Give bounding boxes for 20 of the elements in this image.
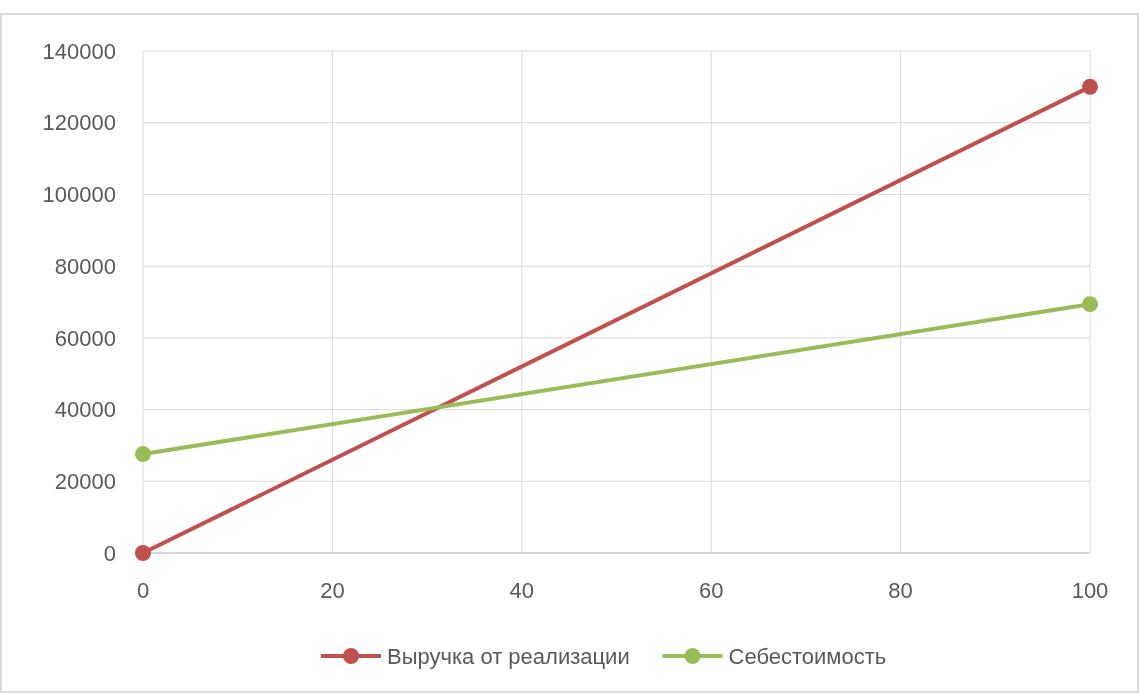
x-tick-label: 0 [136, 578, 150, 603]
point [135, 545, 151, 561]
x-tick-label: 40 [509, 578, 535, 603]
y-tick-label: 0 [103, 540, 116, 566]
x-tick-label: 100 [1071, 578, 1109, 603]
y-tick-label: 40000 [54, 397, 116, 423]
legend-label: Себестоимость [728, 643, 887, 669]
y-tick-label: 140000 [42, 38, 116, 64]
x-tick-label: 80 [888, 578, 913, 603]
point [135, 446, 151, 463]
x-tick-label: 60 [698, 578, 724, 603]
y-tick-label: 100000 [42, 182, 116, 208]
point [1082, 296, 1098, 313]
y-tick-label: 20000 [54, 468, 116, 494]
y-tick-label: 60000 [54, 325, 116, 351]
y-tick-label: 80000 [54, 253, 116, 279]
point [1082, 78, 1098, 95]
x-tick-label: 20 [320, 578, 345, 603]
legend-label: Выручка от реализации [387, 643, 630, 669]
y-tick-label: 120000 [42, 110, 116, 136]
